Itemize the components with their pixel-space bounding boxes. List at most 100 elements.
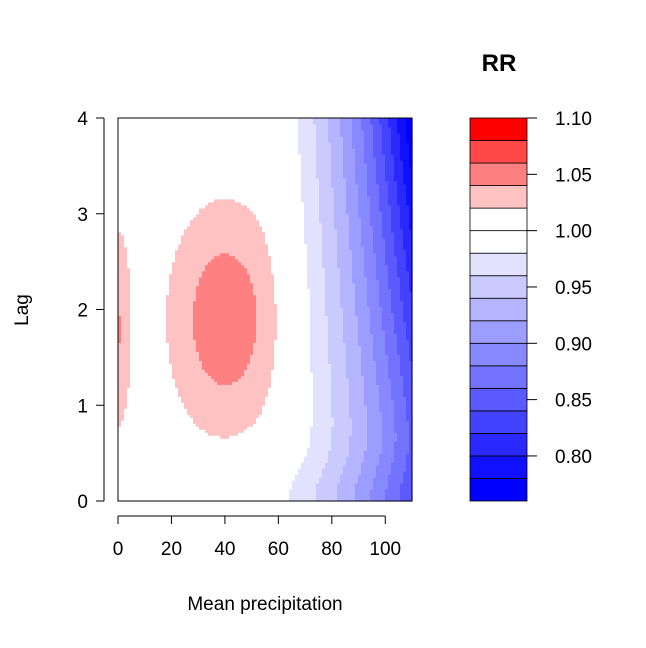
contour-cell — [181, 429, 185, 433]
contour-cell — [211, 273, 215, 278]
contour-cell — [232, 390, 236, 394]
contour-cell — [178, 162, 182, 167]
contour-cell — [217, 399, 221, 403]
contour-cell — [136, 207, 140, 212]
contour-cell — [172, 492, 176, 496]
contour-cell — [175, 363, 179, 367]
contour-cell — [121, 354, 125, 358]
contour-cell — [223, 231, 227, 236]
contour-cell — [211, 276, 215, 281]
contour-cell — [130, 285, 134, 290]
contour-cell — [172, 150, 176, 155]
contour-cell — [136, 399, 140, 403]
contour-cell — [163, 444, 167, 448]
contour-cell — [205, 396, 209, 400]
contour-cell — [148, 351, 152, 355]
contour-cell — [202, 240, 206, 245]
contour-cell — [220, 324, 224, 329]
contour-cell — [202, 375, 206, 379]
contour-cell — [157, 372, 161, 376]
contour-cell — [154, 342, 158, 346]
contour-cell — [160, 483, 164, 487]
contour-cell — [136, 147, 140, 152]
contour-cell — [160, 330, 164, 335]
contour-cell — [121, 255, 125, 260]
contour-cell — [214, 435, 218, 439]
contour-cell — [172, 264, 176, 269]
contour-cell — [130, 171, 134, 176]
contour-cell — [187, 150, 191, 155]
contour-cell — [130, 405, 134, 409]
contour-cell — [208, 174, 212, 179]
contour-cell — [232, 411, 236, 415]
contour-cell — [172, 471, 176, 475]
contour-cell — [190, 489, 194, 493]
contour-cell — [202, 357, 206, 361]
contour-cell — [130, 447, 134, 451]
contour-cell — [190, 171, 194, 176]
contour-cell — [184, 375, 188, 379]
contour-cell — [154, 153, 158, 158]
contour-cell — [118, 351, 122, 355]
contour-cell — [178, 387, 182, 391]
contour-cell — [184, 411, 188, 415]
contour-cell — [202, 138, 206, 143]
contour-cell — [139, 189, 143, 194]
contour-cell — [169, 441, 173, 445]
contour-cell — [157, 162, 161, 167]
contour-cell — [208, 366, 212, 370]
contour-cell — [160, 159, 164, 164]
contour-cell — [145, 474, 149, 478]
contour-cell — [133, 258, 137, 263]
contour-cell — [145, 330, 149, 335]
contour-cell — [199, 255, 203, 260]
contour-cell — [214, 456, 218, 460]
contour-cell — [139, 168, 143, 173]
contour-cell — [181, 438, 185, 442]
contour-cell — [232, 258, 236, 263]
contour-cell — [169, 195, 173, 200]
contour-cell — [130, 237, 134, 242]
contour-cell — [160, 354, 164, 358]
contour-cell — [220, 426, 224, 430]
contour-cell — [139, 249, 143, 254]
contour-cell — [187, 135, 191, 140]
contour-cell — [190, 348, 194, 352]
contour-cell — [139, 138, 143, 143]
contour-cell — [232, 387, 236, 391]
contour-cell — [160, 258, 164, 263]
contour-cell — [145, 156, 149, 161]
contour-cell — [166, 306, 170, 311]
contour-cell — [127, 225, 131, 230]
contour-cell — [151, 144, 155, 149]
contour-cell — [127, 408, 131, 412]
contour-cell — [127, 489, 131, 493]
contour-cell — [142, 120, 146, 125]
contour-cell — [199, 486, 203, 490]
contour-cell — [190, 378, 194, 382]
contour-cell — [163, 288, 167, 293]
contour-cell — [184, 135, 188, 140]
contour-cell — [154, 324, 158, 329]
contour-cell — [124, 261, 128, 266]
contour-cell — [178, 312, 182, 317]
contour-cell — [136, 129, 140, 134]
contour-cell — [190, 276, 194, 281]
contour-cell — [148, 495, 152, 499]
contour-cell — [193, 471, 197, 475]
contour-cell — [202, 426, 206, 430]
contour-cell — [145, 345, 149, 349]
contour-cell — [214, 438, 218, 442]
contour-cell — [142, 219, 146, 224]
contour-cell — [178, 330, 182, 335]
contour-cell — [166, 207, 170, 212]
contour-cell — [223, 261, 227, 266]
contour-cell — [232, 177, 236, 182]
contour-cell — [160, 342, 164, 346]
contour-cell — [142, 342, 146, 346]
contour-cell — [148, 189, 152, 194]
contour-cell — [130, 252, 134, 257]
contour-cell — [139, 447, 143, 451]
contour-cell — [145, 366, 149, 370]
contour-cell — [211, 372, 215, 376]
